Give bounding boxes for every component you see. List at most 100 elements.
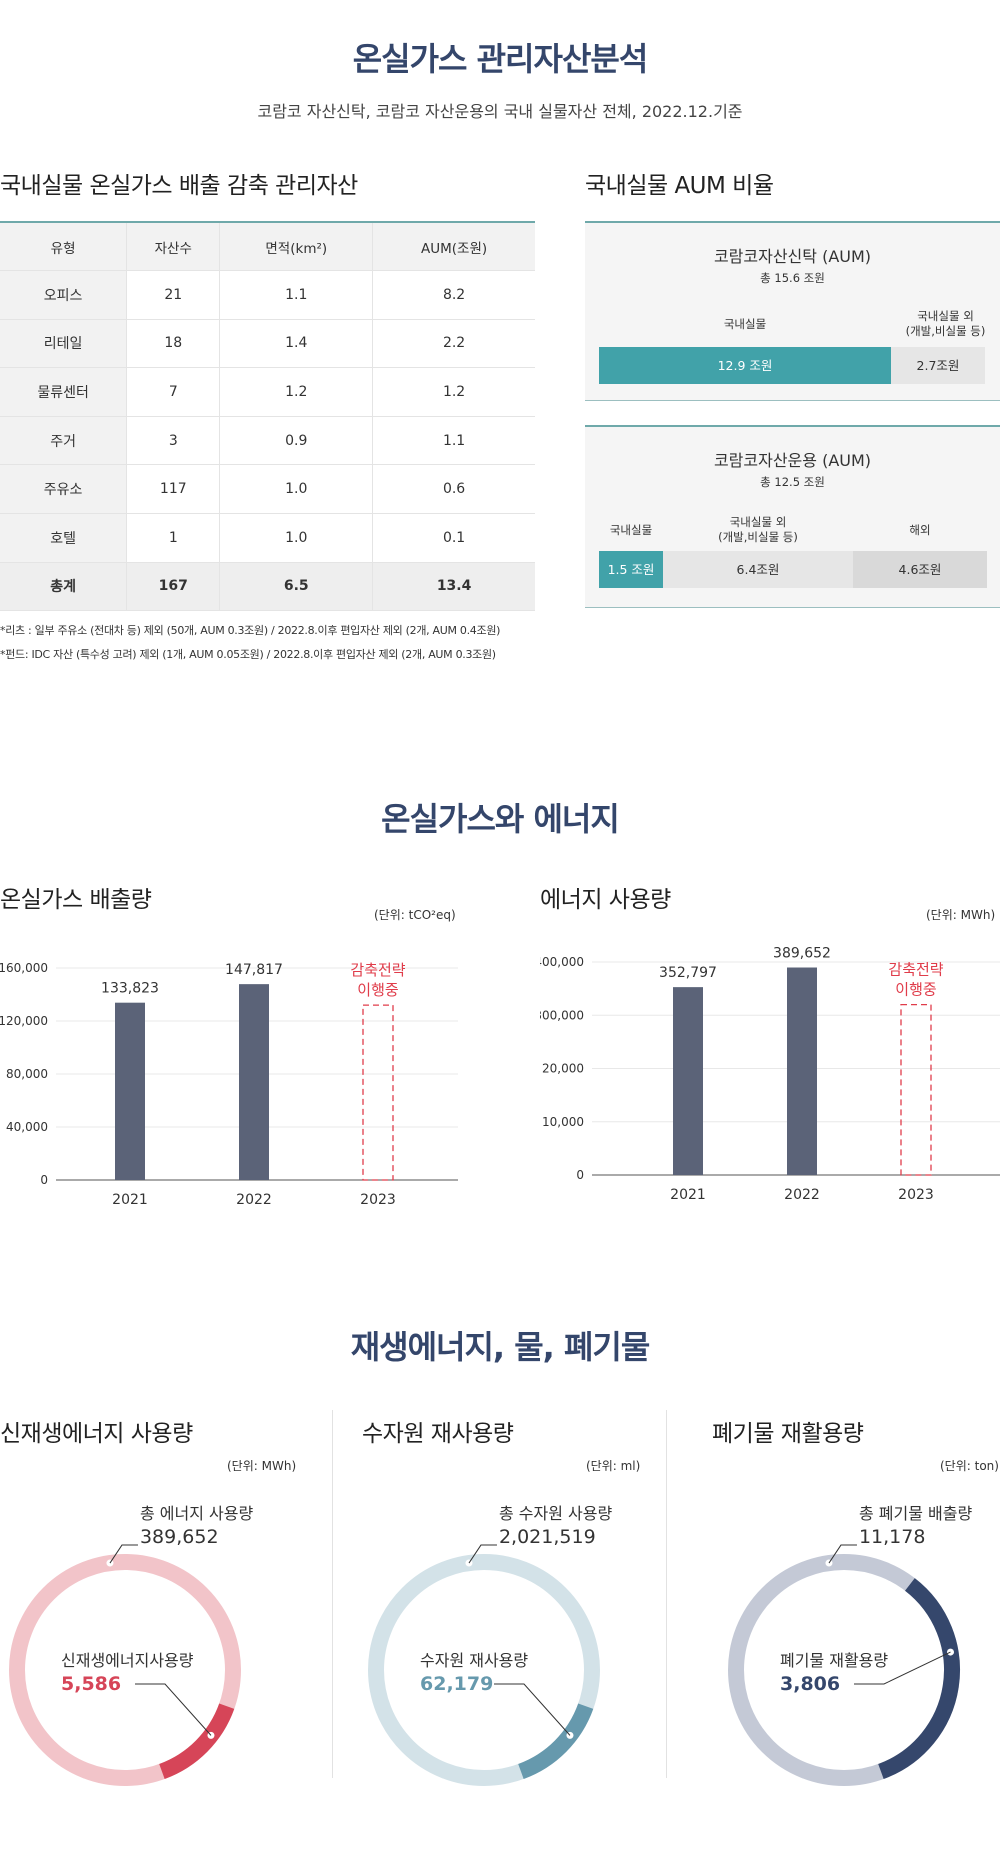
ring-unit-renewable: (단위: MWh) (227, 1459, 297, 1473)
ring-title-renewable: 신재생에너지 사용량 (0, 1421, 193, 1447)
part-leader-line (854, 1651, 951, 1685)
ghg-bar-chart: 160,000 120,000 80,000 40,000 0 2021 133,823 20… (0, 961, 458, 1208)
chart-unit-energy: (단위: MWh) (926, 908, 996, 922)
segment-bar-overseas: 4.6조원 (853, 551, 987, 588)
table-cell: 리테일 (0, 319, 128, 369)
table-cell: 18 (126, 319, 221, 369)
table-cell: 21 (126, 270, 221, 320)
segment-label: 국내실물 외 (개발,비실물 등) (905, 309, 986, 338)
assets-table-title: 국내실물 온실가스 배출 감축 관리자산 (0, 173, 358, 199)
segment-label: 국내실물 외 (개발,비실물 등) (718, 515, 798, 544)
table-header: 면적(km²) (219, 222, 374, 272)
data-label: 133,823 (101, 981, 159, 997)
y-tick-label: 120,000 (0, 1014, 48, 1028)
aum-trust-name: 코람코자산신탁 (AUM) (713, 247, 872, 266)
chart-unit-ghg: (단위: tCO²eq) (374, 908, 456, 922)
table-cell: 호텔 (0, 513, 128, 563)
total-value: 2,021,519 (499, 1526, 596, 1548)
table-cell: 주거 (0, 416, 128, 466)
y-tick-label: 400,000 (540, 955, 584, 969)
bar (239, 984, 269, 1180)
x-tick-label: 2021 (112, 1192, 148, 1208)
aum-asset-mgmt-name: 코람코자산운용 (AUM) (713, 451, 872, 470)
part-value: 62,179 (420, 1673, 493, 1695)
section-title-ghg-energy: 온실가스와 에너지 (381, 800, 620, 838)
part-label: 폐기물 재활용량 (780, 1651, 888, 1670)
segment-bar-other: 2.7조원 (891, 347, 985, 384)
table-cell: 1.0 (219, 513, 374, 563)
divider (332, 1410, 333, 1778)
table-cell: 주유소 (0, 464, 128, 515)
total-label: 총 폐기물 배출량 (859, 1504, 972, 1523)
aum-asset-mgmt-card: 코람코자산운용 (AUM) 총 12.5 조원 국내실물 국내실물 외 (개발,… (585, 425, 1000, 608)
total-leader-line (109, 1544, 138, 1564)
data-label: 147,817 (225, 962, 283, 978)
table-header: 유형 (0, 222, 128, 272)
renewable-ring-chart: 총 에너지 사용량 389,652 신재생에너지사용량 5,586 (9, 1504, 253, 1786)
table-cell: 1.4 (219, 319, 374, 369)
water-ring-chart: 총 수자원 사용량 2,021,519 수자원 재사용량 62,179 (368, 1504, 612, 1786)
total-label: 총 수자원 사용량 (499, 1504, 612, 1523)
table-cell: 3 (126, 416, 221, 466)
table-note: *펀드: IDC 자산 (특수성 고려) 제외 (1개, AUM 0.05조원)… (0, 648, 496, 661)
ring-part-arc (517, 1703, 594, 1780)
part-label: 수자원 재사용량 (420, 1651, 528, 1670)
table-cell: 0.9 (219, 416, 374, 466)
part-value: 3,806 (780, 1673, 840, 1695)
chart-title-energy: 에너지 사용량 (540, 887, 671, 913)
segment-bar-domestic: 12.9 조원 (599, 347, 891, 384)
part-leader-line (494, 1683, 571, 1736)
segment-bar-domestic: 1.5 조원 (599, 551, 663, 588)
y-tick-label: 0 (40, 1173, 48, 1187)
y-tick-label: 160,000 (0, 961, 48, 975)
ring-part-arc (158, 1703, 235, 1780)
aum-trust-card: 코람코자산신탁 (AUM) 총 15.6 조원 국내실물 국내실물 외 (개발,… (585, 221, 1000, 401)
table-row: 호텔 1 1.0 0.1 (0, 513, 535, 563)
table-cell: 1.1 (219, 270, 374, 320)
placeholder-label: 이행중 (895, 981, 936, 999)
y-tick-label: 80,000 (6, 1067, 48, 1081)
placeholder-label: 감축전략 (350, 961, 405, 979)
table-cell: 167 (126, 562, 221, 612)
ring-unit-waste: (단위: ton) (940, 1459, 999, 1473)
total-label: 총 에너지 사용량 (140, 1504, 253, 1523)
table-note: *리츠 : 일부 주유소 (전대차 등) 제외 (50개, AUM 0.3조원)… (0, 624, 501, 637)
table-header: 자산수 (126, 222, 221, 272)
x-tick-label: 2021 (670, 1187, 706, 1203)
ring-title-waste: 폐기물 재활용량 (712, 1421, 864, 1447)
table-header: AUM(조원) (372, 222, 535, 272)
x-tick-label: 2023 (360, 1192, 396, 1208)
table-cell: 오피스 (0, 270, 128, 320)
total-leader-line (828, 1544, 857, 1564)
assets-table: 유형 자산수 면적(km²) AUM(조원) 오피스 21 1.1 8.2 리테… (0, 221, 535, 612)
table-cell: 물류센터 (0, 367, 128, 417)
aum-asset-mgmt-total: 총 12.5 조원 (760, 475, 825, 489)
segment-bar-other: 6.4조원 (663, 551, 853, 588)
table-cell: 0.1 (372, 513, 535, 563)
segment-label: 국내실물 (609, 523, 653, 537)
section-title-assets: 온실가스 관리자산분석 (352, 40, 649, 78)
table-cell: 총계 (0, 562, 128, 612)
x-tick-label: 2023 (898, 1187, 934, 1203)
divider (666, 1410, 667, 1778)
table-row: 주유소 117 1.0 0.6 (0, 464, 535, 515)
table-header-row: 유형 자산수 면적(km²) AUM(조원) (0, 222, 535, 272)
data-label: 389,652 (773, 946, 831, 962)
placeholder-bar (362, 1004, 394, 1181)
bar (787, 967, 817, 1175)
segment-label: 국내실물 (723, 317, 767, 331)
table-cell: 13.4 (372, 562, 535, 612)
x-tick-label: 2022 (236, 1192, 272, 1208)
part-label: 신재생에너지사용량 (61, 1651, 194, 1670)
table-cell: 8.2 (372, 270, 535, 320)
bar (673, 987, 703, 1175)
table-cell: 1.1 (372, 416, 535, 466)
total-value: 389,652 (140, 1526, 219, 1548)
y-tick-label: 0 (576, 1168, 584, 1182)
aum-title: 국내실물 AUM 비율 (585, 173, 774, 199)
part-value: 5,586 (61, 1673, 121, 1695)
table-cell: 7 (126, 367, 221, 417)
segment-label: 해외 (909, 523, 931, 537)
ring-unit-water: (단위: ml) (586, 1459, 641, 1473)
y-tick-label: 300,000 (540, 1008, 584, 1022)
